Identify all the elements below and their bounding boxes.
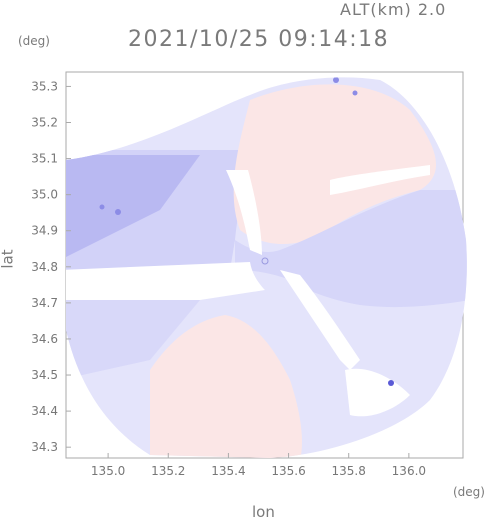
radar-field xyxy=(66,77,467,458)
x-tick-label: 136.0 xyxy=(392,464,426,478)
echo-spot xyxy=(115,209,121,215)
radar-site-marker xyxy=(261,257,269,265)
x-tick-label: 135.0 xyxy=(91,464,125,478)
field-gap-east xyxy=(330,165,430,195)
field-gap-south xyxy=(280,270,360,370)
field-blue-strong xyxy=(66,155,200,260)
y-tick-label: 35.3 xyxy=(31,79,58,93)
y-tick-label: 35.0 xyxy=(31,188,58,202)
field-red-south xyxy=(150,315,302,458)
y-tick-label: 35.1 xyxy=(31,152,58,166)
y-tick-label: 34.4 xyxy=(31,404,58,418)
x-axis-label: lon xyxy=(252,503,275,521)
x-tick-label: 135.2 xyxy=(151,464,185,478)
y-tick-label: 34.3 xyxy=(31,440,58,454)
field-gap-west xyxy=(66,262,265,300)
x-axis-ticks: 135.0 135.2 135.4 135.6 135.8 136.0 xyxy=(91,453,426,478)
echo-spot xyxy=(352,90,358,96)
y-axis-unit: (deg) xyxy=(18,34,50,48)
x-tick-label: 135.4 xyxy=(211,464,245,478)
y-tick-label: 34.5 xyxy=(31,368,58,382)
timestamp: 2021/10/25 09:14:18 xyxy=(128,27,390,52)
field-gap-center xyxy=(226,170,262,255)
x-tick-label: 135.8 xyxy=(332,464,366,478)
y-tick-label: 35.2 xyxy=(31,116,58,130)
y-tick-label: 34.9 xyxy=(31,224,58,238)
y-tick-label: 34.7 xyxy=(31,296,58,310)
field-blue-southwest xyxy=(66,300,200,380)
echo-spot xyxy=(388,380,394,386)
field-red-north xyxy=(233,84,437,245)
y-axis-ticks: 34.3 34.4 34.5 34.6 34.7 34.8 34.9 35.0 35.1 35.2… xyxy=(31,79,71,454)
echo-spot xyxy=(99,204,105,210)
echo-spot xyxy=(333,77,339,83)
y-tick-label: 34.6 xyxy=(31,332,58,346)
field-gap-southeast xyxy=(345,368,410,417)
x-tick-label: 135.6 xyxy=(271,464,305,478)
y-tick-label: 34.8 xyxy=(31,260,58,274)
x-axis-unit: (deg) xyxy=(453,485,485,499)
altitude-label: ALT(km) 2.0 xyxy=(340,0,447,19)
